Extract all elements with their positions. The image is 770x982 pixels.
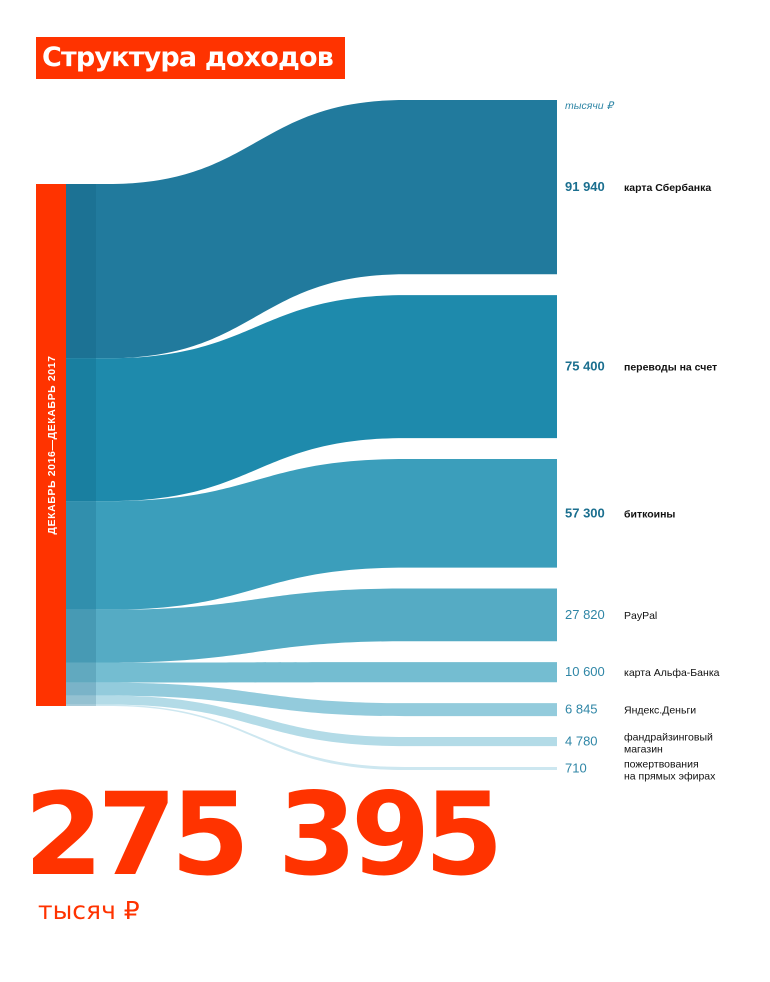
category-label: PayPal (624, 610, 657, 622)
source-segment (66, 704, 96, 706)
flow-band (66, 458, 557, 610)
category-label: пожертвования (624, 759, 699, 771)
source-label: ДЕКАБРЬ 2016—ДЕКАБРЬ 2017 (46, 355, 58, 534)
category-label: переводы на счет (624, 362, 717, 374)
source-segment-shade (66, 682, 96, 696)
source-bar (36, 184, 66, 706)
source-segment-shade (66, 704, 96, 706)
value-label: 27 820 (565, 607, 605, 622)
category-label: фандрайзинговый (624, 732, 713, 744)
source-segment (66, 662, 96, 683)
value-label: 4 780 (565, 734, 598, 749)
category-label: карта Альфа-Банка (624, 667, 720, 679)
flow-band (66, 588, 557, 663)
source-segment (66, 358, 96, 502)
category-label: биткоины (624, 508, 675, 520)
flow-band (66, 695, 557, 747)
value-label: 91 940 (565, 179, 605, 194)
value-label: 710 (565, 761, 587, 776)
flow-band (66, 100, 557, 359)
category-label: Яндекс.Деньги (624, 705, 696, 717)
source-segment-shade (66, 358, 96, 502)
flow-band (66, 295, 557, 502)
unit-label: тысячи ₽ (565, 100, 615, 112)
source-segment-shade (66, 609, 96, 663)
source-segment (66, 682, 96, 696)
flow-band (66, 682, 557, 717)
category-label: карта Сбербанка (624, 182, 711, 194)
flow-band (66, 662, 557, 683)
value-label: 6 845 (565, 702, 598, 717)
source-segment-shade (66, 501, 96, 610)
value-label: 57 300 (565, 505, 605, 520)
chart-title: Структура доходов (36, 37, 346, 79)
source-segment (66, 501, 96, 610)
total-income-value: 275 395 (24, 768, 504, 901)
source-segment (66, 184, 96, 359)
category-label: магазин (624, 744, 663, 756)
source-segment-shade (66, 662, 96, 683)
flow-band (66, 704, 557, 770)
source-segment-shade (66, 695, 96, 705)
source-segment (66, 695, 96, 705)
source-segment (66, 609, 96, 663)
value-label: 10 600 (565, 664, 605, 679)
category-label: на прямых эфирах (624, 771, 716, 783)
value-label: 75 400 (565, 359, 605, 374)
total-income-unit: тысяч ₽ (38, 896, 140, 925)
source-segment-shade (66, 184, 96, 359)
